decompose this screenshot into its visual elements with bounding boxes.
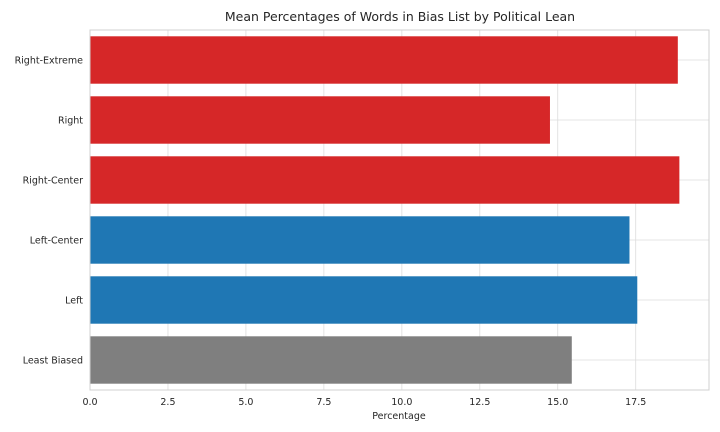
x-tick-label: 5.0 — [238, 397, 253, 408]
x-tick-label: 12.5 — [469, 397, 490, 408]
plot-frame — [89, 29, 710, 391]
y-tick-label: Right-Extreme — [15, 56, 84, 67]
y-tick-label: Least Biased — [23, 356, 83, 367]
y-tick-label: Right — [58, 116, 83, 127]
x-tick-label: 0.0 — [82, 397, 97, 408]
x-tick-label: 10.0 — [391, 397, 412, 408]
bars — [90, 36, 680, 384]
bar-left — [90, 276, 638, 324]
bar-left-center — [90, 216, 630, 264]
x-axis-label: Percentage — [372, 411, 426, 422]
x-tick-label: 15.0 — [547, 397, 568, 408]
x-tick-label: 2.5 — [160, 397, 175, 408]
y-tick-labels: Right-Extreme Right Right-Center Left-Cente… — [15, 56, 84, 367]
x-tick-label: 7.5 — [316, 397, 331, 408]
bar-least-biased — [90, 336, 572, 384]
x-tick-labels: 0.0 2.5 5.0 7.5 10.0 12.5 15.0 17.5 — [82, 397, 646, 408]
y-tick-label: Left — [65, 296, 83, 307]
bar-right — [90, 96, 550, 144]
bar-right-extreme — [90, 36, 678, 84]
x-tick-label: 17.5 — [625, 397, 646, 408]
y-tick-label: Right-Center — [23, 176, 84, 187]
y-tick-label: Left-Center — [30, 236, 83, 247]
bar-right-center — [90, 156, 680, 204]
grid-lines — [89, 30, 709, 390]
chart-title: Mean Percentages of Words in Bias List b… — [225, 9, 575, 24]
